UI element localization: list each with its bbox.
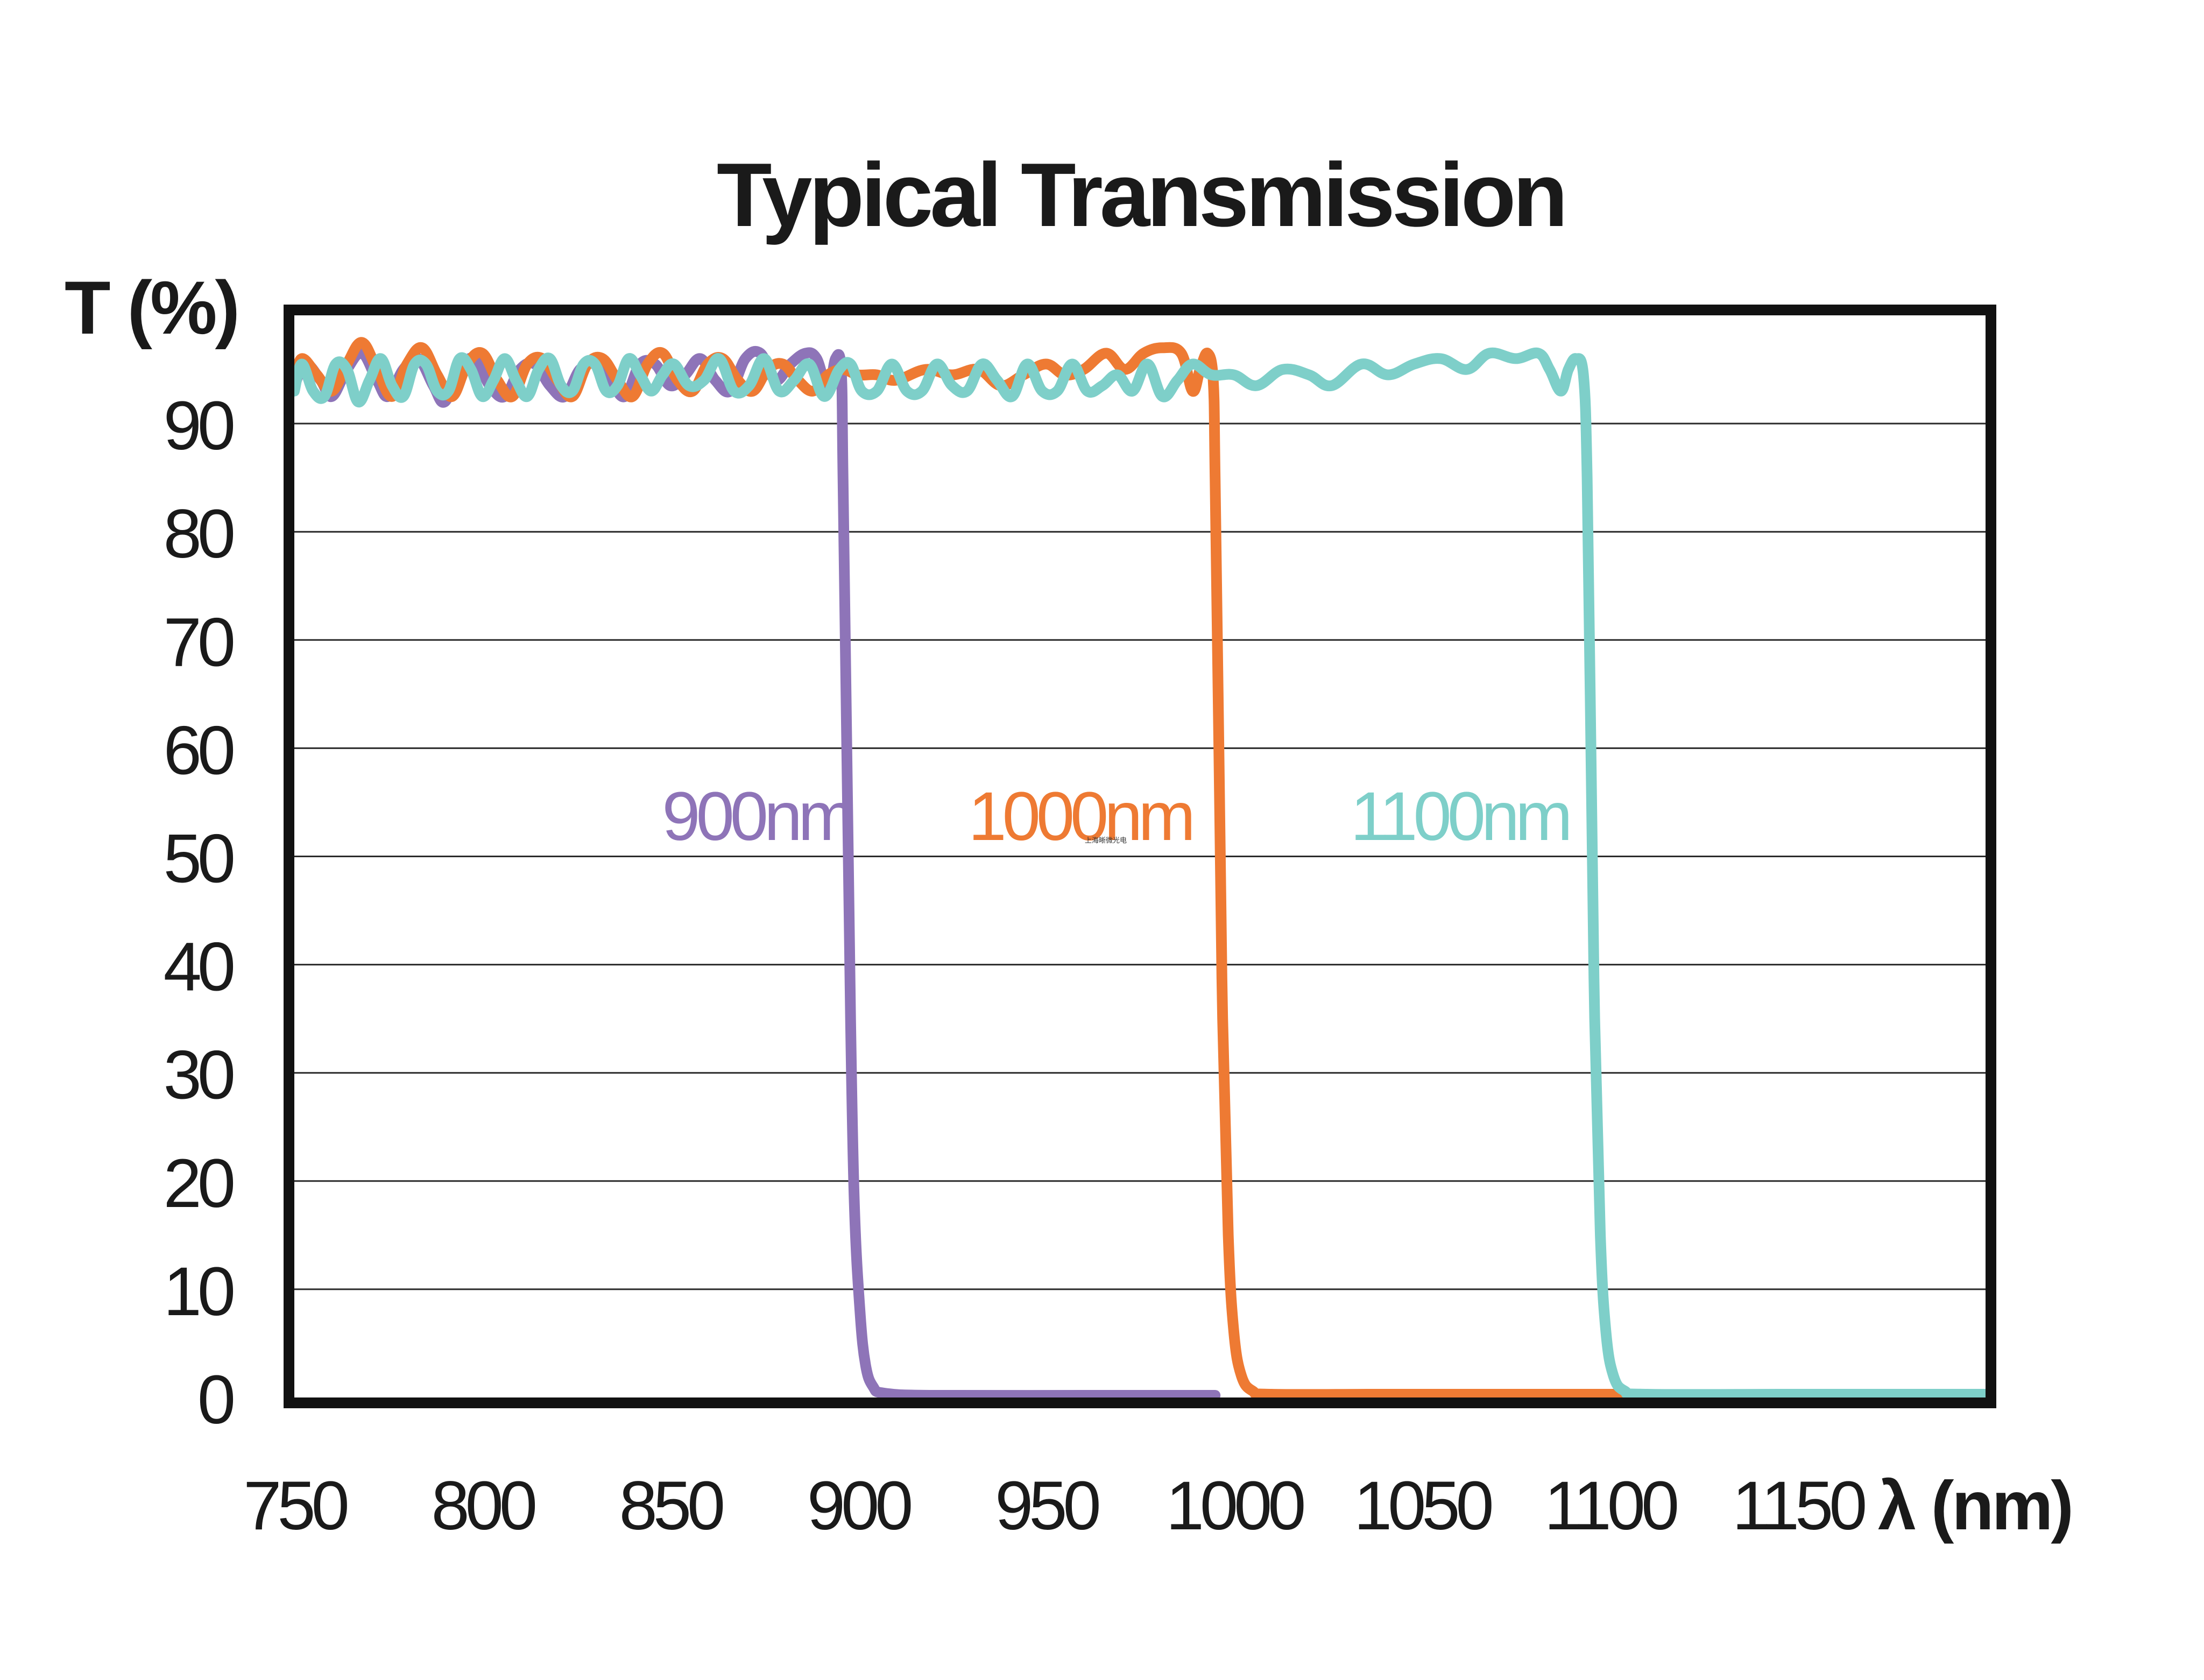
series-labels: 900nm 1000nm 1100nm <box>662 778 1573 855</box>
x-tick-label: 750 <box>243 1467 347 1544</box>
x-tick-label: 950 <box>995 1467 1099 1544</box>
y-tick-label: 50 <box>164 821 234 898</box>
x-tick-label: 1050 <box>1354 1467 1492 1544</box>
x-tick-label: 1000 <box>1166 1467 1304 1544</box>
y-tick-label: 30 <box>164 1037 234 1114</box>
watermark: 上海晰微光电 <box>1085 837 1127 845</box>
series-line-900nm <box>289 346 1221 1401</box>
series-label-1000nm: 1000nm <box>968 778 1191 855</box>
x-axis-label: λ (nm) <box>1878 1467 2072 1544</box>
series-curves <box>289 337 1991 1401</box>
x-tick-label: 850 <box>619 1467 723 1544</box>
x-tick-label: 1100 <box>1544 1467 1677 1544</box>
chart-title: Typical Transmission <box>717 144 1565 245</box>
y-tick-labels: 0 10 20 30 40 50 60 70 80 90 <box>164 387 238 1438</box>
series-line-1000nm <box>289 337 1627 1400</box>
y-tick-label: 10 <box>164 1253 234 1330</box>
y-tick-label: 0 <box>197 1361 234 1438</box>
y-tick-label: 20 <box>164 1145 234 1222</box>
series-line-1100nm <box>289 347 1991 1400</box>
y-axis-label: T (%) <box>65 265 238 350</box>
y-tick-label: 60 <box>164 712 234 789</box>
series-label-1100nm: 1100nm <box>1351 778 1569 855</box>
y-tick-label: 80 <box>164 496 234 573</box>
y-tick-label: 90 <box>164 387 234 464</box>
y-tick-label: 70 <box>164 604 234 681</box>
plot-frame <box>284 305 1996 1408</box>
x-tick-label: 800 <box>431 1467 535 1544</box>
series-label-900nm: 900nm <box>662 778 851 855</box>
x-tick-label: 900 <box>807 1467 911 1544</box>
x-tick-label: 1150 <box>1732 1467 1865 1544</box>
gridlines <box>294 422 1986 1290</box>
y-tick-label: 40 <box>164 929 234 1006</box>
x-tick-labels: 750 800 850 900 950 1000 1050 1100 1150 <box>243 1467 1869 1544</box>
